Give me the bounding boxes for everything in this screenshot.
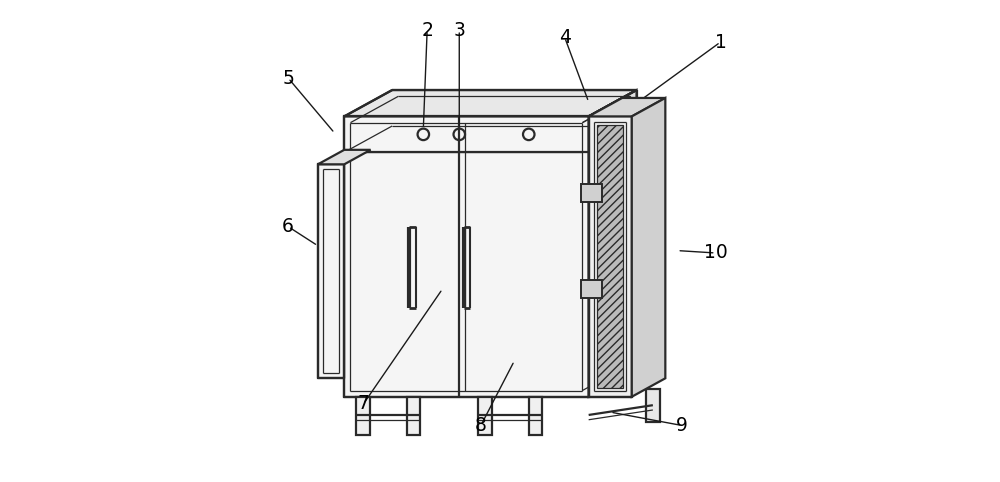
- Bar: [597, 125, 623, 388]
- Text: 8: 8: [475, 416, 487, 435]
- Text: 2: 2: [421, 21, 433, 40]
- Text: 4: 4: [559, 28, 571, 47]
- Bar: [581, 281, 602, 297]
- Text: 6: 6: [282, 217, 294, 236]
- Text: 9: 9: [676, 416, 688, 435]
- Polygon shape: [632, 98, 665, 397]
- Polygon shape: [344, 116, 589, 397]
- Polygon shape: [344, 90, 637, 116]
- Text: 3: 3: [453, 21, 465, 40]
- Polygon shape: [318, 150, 371, 164]
- Polygon shape: [356, 397, 370, 435]
- Polygon shape: [407, 397, 420, 435]
- Text: 5: 5: [282, 68, 294, 88]
- Polygon shape: [589, 116, 632, 397]
- Polygon shape: [318, 164, 344, 377]
- Bar: [581, 185, 602, 201]
- Polygon shape: [478, 397, 492, 435]
- Polygon shape: [589, 90, 637, 397]
- Text: 10: 10: [704, 243, 728, 263]
- Polygon shape: [646, 389, 660, 422]
- Polygon shape: [529, 397, 542, 435]
- Text: 1: 1: [715, 33, 726, 52]
- Text: 7: 7: [357, 394, 369, 414]
- Polygon shape: [589, 98, 665, 116]
